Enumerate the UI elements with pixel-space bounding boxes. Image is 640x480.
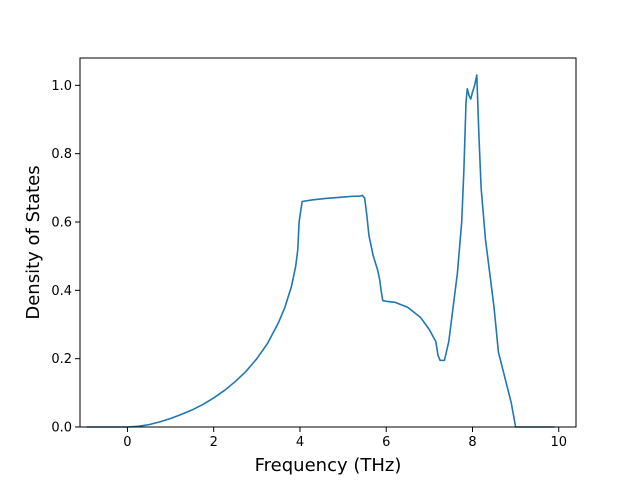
y-tick-label: 0.6 — [51, 216, 72, 231]
x-tick-label: 10 — [550, 435, 567, 450]
axis-ticks: 0 2 4 6 8 10 0.0 0.2 0.4 0.6 0.8 1.0 — [51, 79, 567, 450]
x-axis-label: Frequency (THz) — [255, 455, 402, 476]
y-tick-label: 0.2 — [51, 352, 72, 367]
y-axis-label: Density of States — [23, 165, 44, 319]
x-tick-label: 0 — [123, 435, 131, 450]
plot-area — [86, 74, 555, 428]
x-tick-label: 8 — [468, 435, 476, 450]
y-tick-label: 0.4 — [51, 284, 72, 299]
y-tick-label: 1.0 — [51, 79, 72, 94]
y-tick-label: 0.0 — [51, 421, 72, 436]
x-tick-label: 2 — [210, 435, 218, 450]
x-tick-label: 6 — [382, 435, 390, 450]
axes-frame — [79, 57, 577, 428]
x-tick-label: 4 — [296, 435, 304, 450]
series-line-0 — [86, 74, 555, 428]
y-tick-label: 0.8 — [51, 147, 72, 162]
